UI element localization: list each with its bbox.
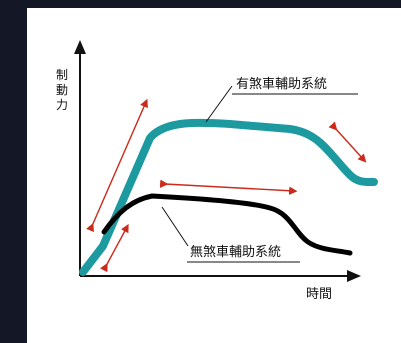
leader-line-with-assist xyxy=(205,85,233,123)
label-without-brake-assist: 無煞車輔助系統 xyxy=(190,245,281,260)
curve-with-brake-assist xyxy=(79,118,378,276)
red-arrow-release xyxy=(328,121,367,163)
x-axis-label: 時間 xyxy=(306,287,332,302)
red-arrow-hold xyxy=(159,179,298,195)
y-axis-label: 制 動 力 xyxy=(56,68,72,112)
red-arrow-rise-with-assist xyxy=(86,98,148,233)
label-with-brake-assist: 有煞車輔助系統 xyxy=(236,77,327,92)
leader-line-without-assist xyxy=(161,206,189,247)
red-arrow-rise-without-assist xyxy=(99,223,129,273)
